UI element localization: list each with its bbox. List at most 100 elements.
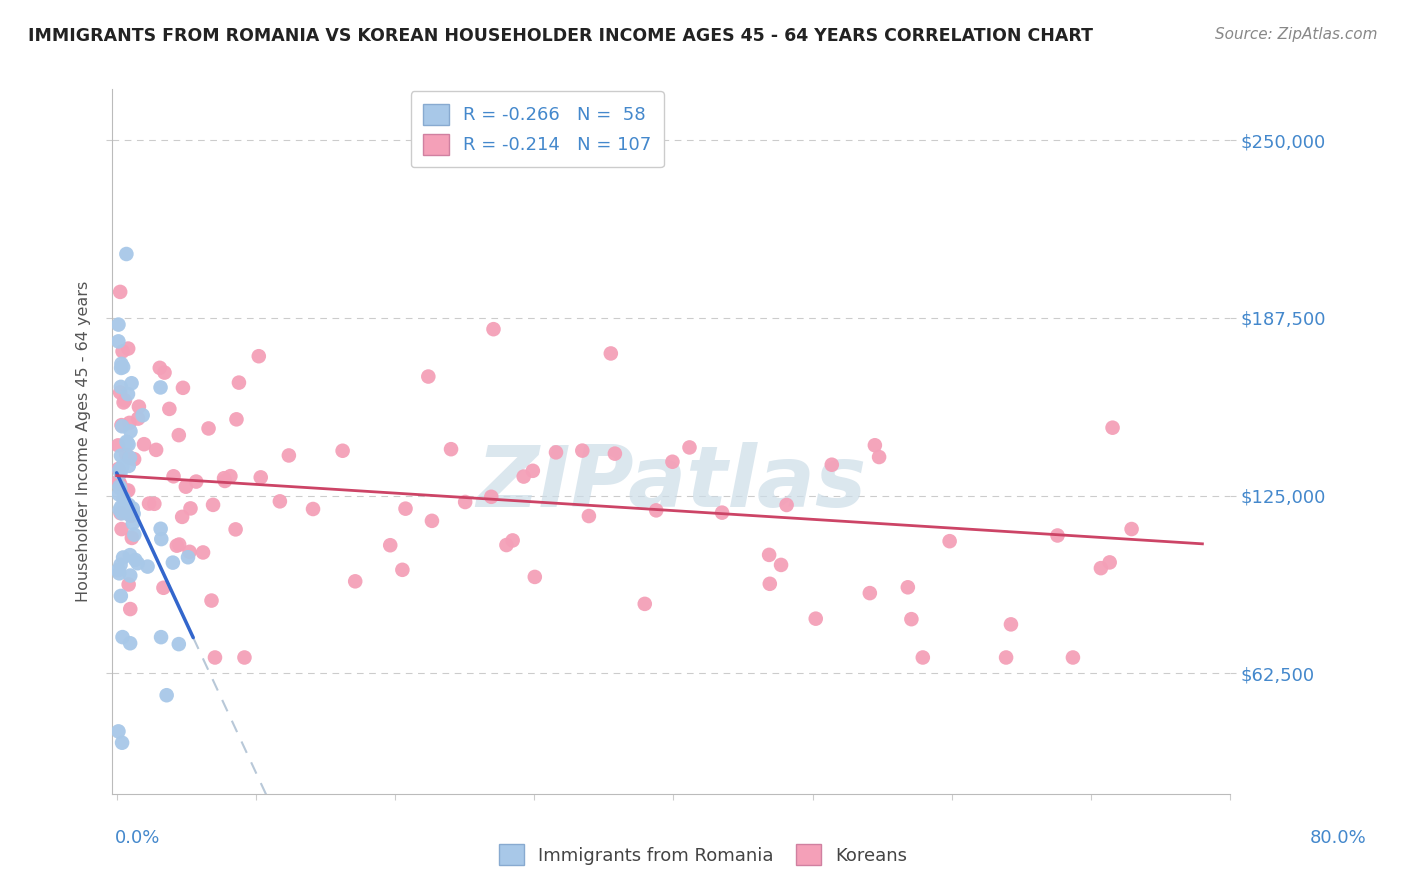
Point bbox=[758, 548, 780, 562]
Point bbox=[131, 409, 153, 423]
Point bbox=[277, 449, 299, 463]
Point bbox=[1098, 555, 1121, 569]
Point bbox=[111, 506, 134, 520]
Point bbox=[225, 412, 247, 426]
Point bbox=[143, 497, 166, 511]
Point bbox=[118, 508, 141, 522]
Point bbox=[177, 550, 200, 565]
Point bbox=[118, 416, 141, 430]
Point bbox=[153, 366, 176, 380]
Point bbox=[900, 612, 922, 626]
Point bbox=[179, 545, 201, 559]
Point bbox=[156, 688, 179, 702]
Point bbox=[1000, 617, 1022, 632]
Point bbox=[112, 504, 135, 518]
Point bbox=[571, 443, 593, 458]
Point bbox=[110, 500, 132, 514]
Point bbox=[152, 581, 174, 595]
Point bbox=[110, 380, 132, 394]
Text: Source: ZipAtlas.com: Source: ZipAtlas.com bbox=[1215, 27, 1378, 42]
Point bbox=[179, 501, 201, 516]
Point bbox=[121, 376, 143, 391]
Point bbox=[114, 393, 136, 408]
Point bbox=[121, 501, 143, 516]
Point bbox=[332, 443, 354, 458]
Point bbox=[344, 574, 367, 589]
Point bbox=[149, 522, 172, 536]
Point bbox=[391, 563, 413, 577]
Point bbox=[634, 597, 657, 611]
Point bbox=[495, 538, 517, 552]
Point bbox=[995, 650, 1018, 665]
Point bbox=[214, 474, 236, 488]
Point bbox=[911, 650, 934, 665]
Point bbox=[420, 514, 443, 528]
Point bbox=[804, 612, 827, 626]
Point bbox=[128, 400, 150, 414]
Point bbox=[603, 447, 626, 461]
Point bbox=[107, 318, 129, 332]
Legend: R = -0.266   N =  58, R = -0.214   N = 107: R = -0.266 N = 58, R = -0.214 N = 107 bbox=[411, 91, 664, 167]
Point bbox=[302, 502, 325, 516]
Point bbox=[115, 448, 138, 462]
Point bbox=[107, 487, 129, 501]
Point bbox=[380, 538, 402, 552]
Point bbox=[117, 437, 139, 451]
Point bbox=[107, 724, 129, 739]
Point bbox=[1046, 528, 1069, 542]
Point bbox=[863, 438, 886, 452]
Point bbox=[111, 419, 134, 434]
Point bbox=[108, 285, 131, 299]
Point bbox=[157, 401, 180, 416]
Point bbox=[1101, 420, 1123, 434]
Point bbox=[108, 502, 131, 516]
Legend: Immigrants from Romania, Koreans: Immigrants from Romania, Koreans bbox=[489, 835, 917, 874]
Point bbox=[112, 491, 135, 505]
Point bbox=[127, 556, 149, 570]
Point bbox=[479, 490, 502, 504]
Point bbox=[212, 471, 235, 485]
Text: ZIPatlas: ZIPatlas bbox=[477, 442, 866, 525]
Point bbox=[120, 425, 142, 439]
Text: IMMIGRANTS FROM ROMANIA VS KOREAN HOUSEHOLDER INCOME AGES 45 - 64 YEARS CORRELAT: IMMIGRANTS FROM ROMANIA VS KOREAN HOUSEH… bbox=[28, 27, 1092, 45]
Point bbox=[200, 593, 222, 607]
Y-axis label: Householder Income Ages 45 - 64 years: Householder Income Ages 45 - 64 years bbox=[76, 281, 91, 602]
Point bbox=[1062, 650, 1084, 665]
Point bbox=[107, 462, 129, 476]
Point bbox=[118, 498, 141, 512]
Point bbox=[418, 369, 440, 384]
Point bbox=[124, 553, 146, 567]
Point bbox=[110, 589, 132, 603]
Point bbox=[225, 522, 247, 536]
Point bbox=[120, 508, 142, 523]
Text: 0.0%: 0.0% bbox=[115, 829, 160, 847]
Point bbox=[186, 475, 208, 489]
Point bbox=[482, 322, 505, 336]
Point bbox=[110, 558, 132, 572]
Point bbox=[138, 497, 160, 511]
Point bbox=[107, 474, 129, 488]
Point bbox=[108, 566, 131, 581]
Point bbox=[127, 411, 149, 425]
Point bbox=[107, 438, 129, 452]
Point bbox=[124, 527, 146, 541]
Point bbox=[108, 479, 131, 493]
Point bbox=[167, 428, 190, 442]
Point bbox=[108, 463, 131, 477]
Point bbox=[162, 556, 184, 570]
Point bbox=[578, 509, 600, 524]
Point bbox=[117, 577, 139, 591]
Point bbox=[108, 385, 131, 400]
Point bbox=[678, 441, 700, 455]
Point bbox=[107, 563, 129, 577]
Point bbox=[150, 532, 173, 546]
Point bbox=[145, 442, 167, 457]
Point bbox=[136, 559, 159, 574]
Point bbox=[1090, 561, 1112, 575]
Point bbox=[110, 360, 132, 375]
Point bbox=[202, 498, 225, 512]
Point bbox=[118, 458, 141, 473]
Point bbox=[115, 434, 138, 449]
Point bbox=[868, 450, 890, 464]
Point bbox=[897, 580, 920, 594]
